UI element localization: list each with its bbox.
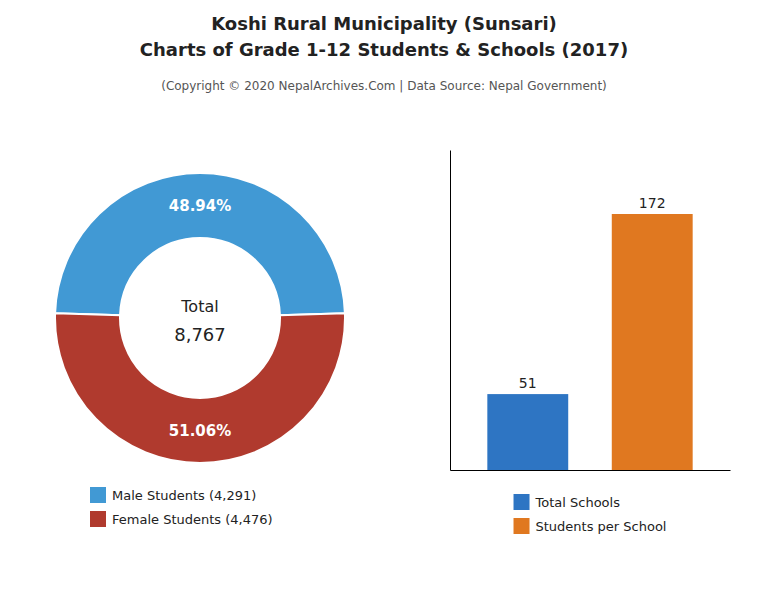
legend: Male Students (4,291) Female Students (4,… <box>90 487 273 527</box>
subtitle: (Copyright © 2020 NepalArchives.Com | Da… <box>161 79 607 93</box>
center-annotation: 8,767 <box>174 324 226 345</box>
center-annotation: Total <box>180 297 218 316</box>
legend-swatch <box>514 494 530 510</box>
legend-item: Total Schools <box>514 494 621 510</box>
chart-root: Koshi Rural Municipality (Sunsari) Charts… <box>0 0 768 597</box>
title: Charts of Grade 1-12 Students & Schools … <box>140 39 628 60</box>
data-label: 172 <box>639 195 666 211</box>
legend-label: Female Students (4,476) <box>112 512 273 527</box>
legend-swatch <box>514 518 530 534</box>
title: Koshi Rural Municipality (Sunsari) <box>211 13 557 34</box>
legend-label: Students per School <box>536 519 667 534</box>
slice <box>55 313 345 463</box>
bar <box>612 214 693 470</box>
x-axis <box>451 470 731 471</box>
data-label: 51 <box>519 375 537 391</box>
legend: Total Schools Students per School <box>514 494 667 534</box>
legend-swatch <box>90 487 106 503</box>
donut-chart: 48.94% 51.06% Total 8,767 <box>55 173 345 463</box>
legend-label: Total Schools <box>535 495 621 510</box>
slices <box>55 173 345 463</box>
y-axis-line <box>450 151 451 471</box>
legend-item: Female Students (4,476) <box>90 511 273 527</box>
x-axis-line <box>451 470 731 471</box>
bar <box>487 394 568 470</box>
legend-item: Students per School <box>514 518 667 534</box>
bar-chart: 51 172 <box>451 151 731 471</box>
y-axis <box>450 151 451 471</box>
legend-item: Male Students (4,291) <box>90 487 256 503</box>
legend-swatch <box>90 511 106 527</box>
data-label: 51.06% <box>169 422 231 440</box>
legend-label: Male Students (4,291) <box>112 488 256 503</box>
slice <box>55 173 345 315</box>
bars <box>487 214 692 470</box>
data-label: 48.94% <box>169 197 231 215</box>
